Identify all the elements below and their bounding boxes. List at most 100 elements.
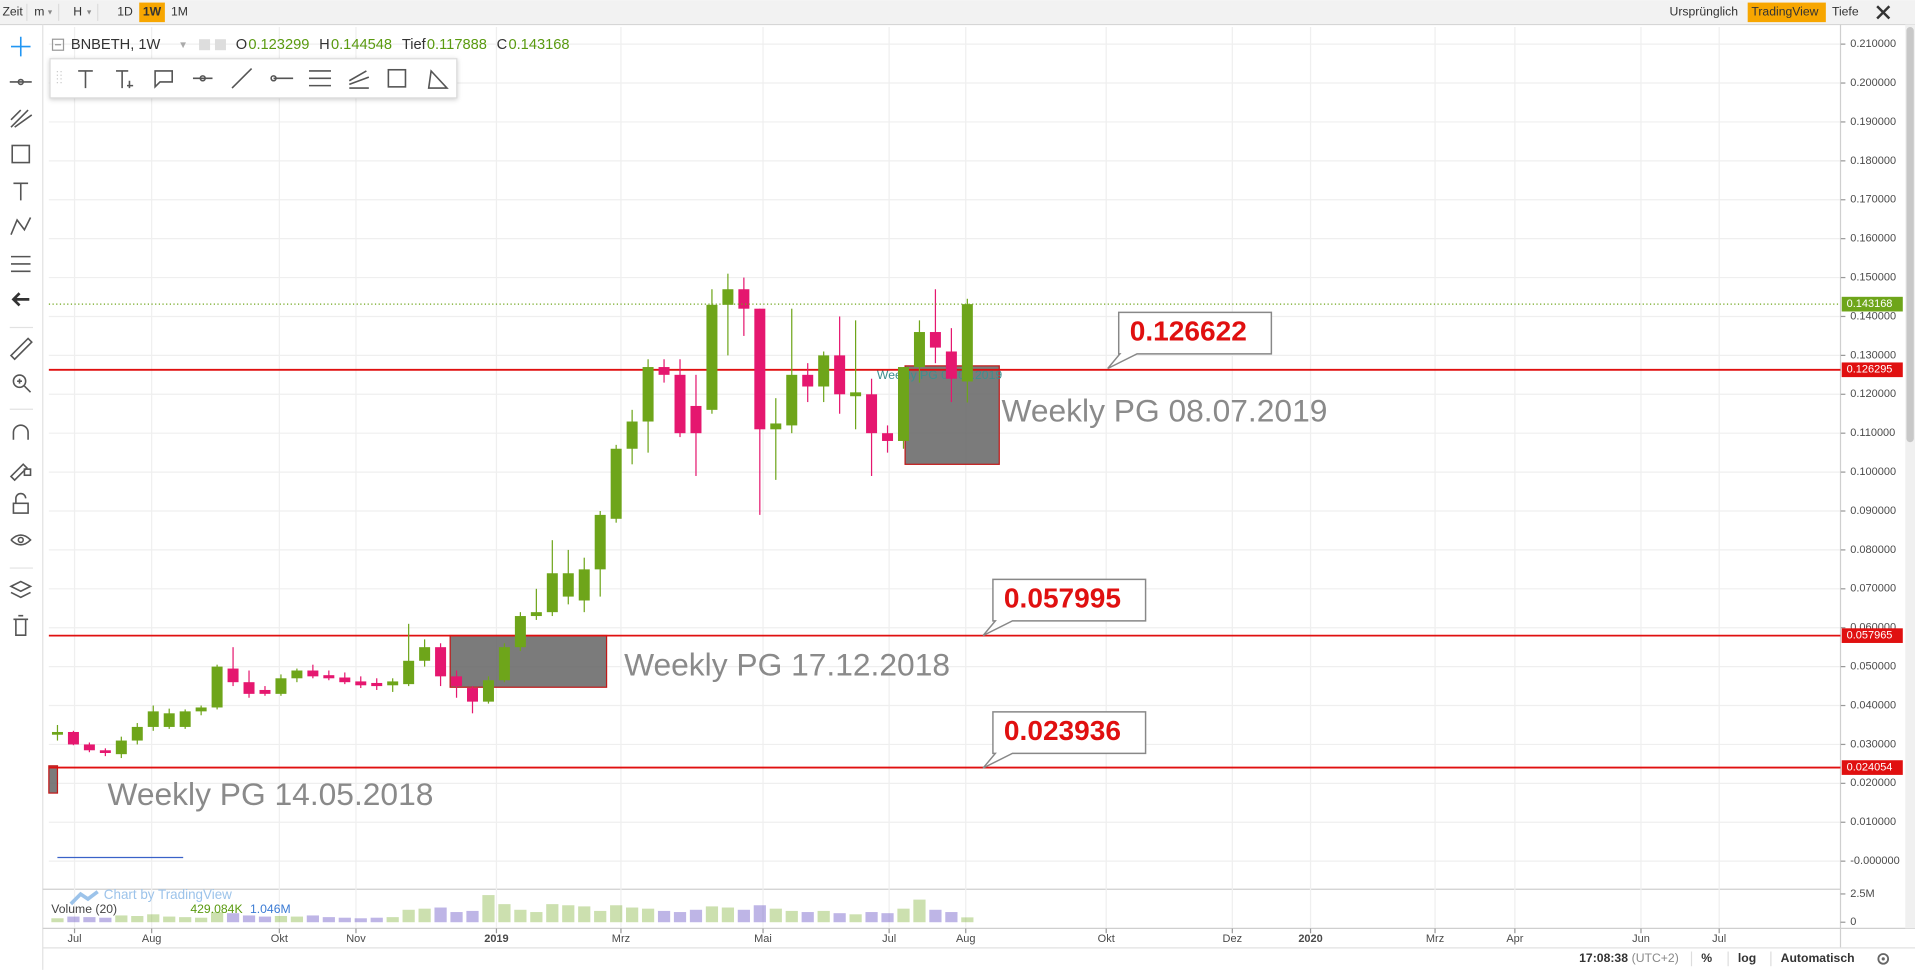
- y-tick-label: 0.120000: [1850, 388, 1896, 400]
- interval-button[interactable]: Zeit: [2, 5, 23, 19]
- candle-body: [929, 332, 941, 348]
- zone-box[interactable]: [48, 765, 59, 794]
- zoom-tool[interactable]: [12, 374, 32, 393]
- fib-tool[interactable]: [10, 109, 33, 128]
- volume-bar: [641, 908, 655, 923]
- volume-name: Volume (20): [51, 902, 117, 916]
- callout-box[interactable]: [1107, 311, 1273, 370]
- y-tick-label: 0.200000: [1850, 77, 1896, 89]
- volume-bar: [865, 912, 878, 923]
- y-tick-label: 0.180000: [1850, 155, 1896, 167]
- fullscreen-icon[interactable]: [1876, 5, 1891, 20]
- legend-field-value: 0.144548: [331, 37, 392, 53]
- settings-gear[interactable]: [1877, 953, 1890, 965]
- y-tick-label: 0.110000: [1850, 427, 1895, 439]
- trendline-tool[interactable]: [9, 78, 32, 86]
- mode-button[interactable]: Tiefe: [1832, 5, 1859, 19]
- volume-bar: [115, 915, 128, 923]
- volume-bar: [578, 906, 591, 923]
- triangle-tool[interactable]: [427, 69, 449, 89]
- price-label: 0.024054: [1847, 761, 1893, 773]
- volume-bar: [67, 916, 80, 923]
- delete-tool[interactable]: [13, 614, 29, 637]
- parallel-channel-tool[interactable]: [308, 70, 331, 87]
- prediction-tool[interactable]: [10, 255, 31, 273]
- stay-drawing-tool[interactable]: [9, 463, 32, 482]
- visibility-tool[interactable]: [10, 534, 32, 546]
- volume-bar: [945, 912, 958, 923]
- text-tool[interactable]: [13, 182, 29, 201]
- lock-tool[interactable]: [12, 492, 29, 514]
- hide-icon[interactable]: [214, 39, 226, 51]
- x-tick-label: Aug: [956, 933, 976, 945]
- volume-bar: [833, 913, 846, 923]
- drag-handle[interactable]: [56, 70, 62, 86]
- volume-bar: [849, 914, 862, 923]
- note-tool[interactable]: [154, 70, 173, 89]
- interval-button[interactable]: m: [34, 5, 44, 19]
- candle-body: [291, 670, 303, 679]
- magnet-tool[interactable]: [12, 424, 29, 440]
- y-tick-label: 0.170000: [1850, 194, 1896, 206]
- interval-button[interactable]: 1W: [143, 5, 162, 19]
- zone-label: Weekly PG 14.05.2018: [107, 776, 433, 812]
- candle-body: [211, 666, 223, 708]
- scale-button[interactable]: %: [1701, 951, 1712, 965]
- back-tool[interactable]: [11, 292, 30, 307]
- candles: [51, 273, 973, 759]
- x-tick-label: Jun: [1632, 933, 1650, 945]
- interval-button[interactable]: 1D: [117, 5, 133, 19]
- interval-button[interactable]: 1M: [171, 5, 188, 19]
- scale-button[interactable]: log: [1738, 951, 1756, 965]
- rectangle-tool[interactable]: [387, 68, 407, 88]
- text-tool[interactable]: [78, 70, 93, 89]
- dropdown-arrow: ▼: [46, 7, 53, 16]
- candle-body: [530, 612, 542, 617]
- candle-body: [227, 668, 239, 683]
- x-tick-label: Nov: [346, 933, 366, 945]
- trendline-tool[interactable]: [231, 67, 253, 89]
- overlay: 0.143168: [48, 296, 1903, 312]
- interval-button[interactable]: H: [73, 5, 82, 19]
- volume-bar: [338, 917, 351, 923]
- settings-icon[interactable]: [199, 39, 211, 51]
- candle-body: [546, 573, 558, 613]
- mode-button[interactable]: Ursprünglich: [1670, 5, 1739, 19]
- candle-body: [738, 289, 750, 309]
- y-tick-label: 0.020000: [1850, 777, 1896, 789]
- scale-button[interactable]: Automatisch: [1781, 951, 1855, 965]
- watermark: Chart by TradingView: [104, 887, 232, 902]
- volume-bar: [195, 917, 208, 923]
- volume-bar: [450, 912, 463, 923]
- measure-tool[interactable]: [9, 337, 33, 361]
- candle-body: [67, 731, 79, 745]
- legend: BNBETH, 1W ▼ O 0.123299 H 0.144548 Tief 0.117…: [51, 37, 570, 53]
- callout-box[interactable]: [982, 578, 1147, 637]
- volume-bar: [673, 912, 687, 923]
- pattern-tool[interactable]: [10, 217, 32, 235]
- zone-box[interactable]: [449, 634, 608, 688]
- volume-bar: [306, 915, 319, 923]
- volume-bar: [626, 907, 639, 923]
- layers-tool[interactable]: [9, 580, 33, 599]
- anchored-text-tool[interactable]: [116, 70, 134, 89]
- fib-retracement-tool[interactable]: [348, 70, 370, 89]
- crosshair-tool[interactable]: [10, 36, 31, 57]
- ray-tool[interactable]: [270, 75, 294, 82]
- left-toolbar: [9, 36, 33, 637]
- mode-active-bg: [1747, 2, 1826, 23]
- candle-body: [850, 392, 862, 397]
- volume-bar: [131, 916, 144, 923]
- dropdown-arrow[interactable]: ▼: [178, 40, 188, 51]
- volume-pane: 2.5M 0 Volume (20) 429.084K 1.046M: [51, 888, 1874, 928]
- callout-box[interactable]: [982, 711, 1147, 769]
- mode-button[interactable]: TradingView: [1751, 5, 1818, 19]
- shape-tool[interactable]: [11, 144, 31, 164]
- candle-body: [866, 394, 878, 434]
- candle-body: [498, 647, 510, 681]
- volume-bar: [179, 917, 192, 923]
- horizontal-line-tool[interactable]: [192, 75, 213, 82]
- collapse-icon[interactable]: [51, 38, 65, 51]
- y-tick-label: 0.040000: [1850, 699, 1896, 711]
- scrollbar-thumb[interactable]: [1906, 27, 1914, 443]
